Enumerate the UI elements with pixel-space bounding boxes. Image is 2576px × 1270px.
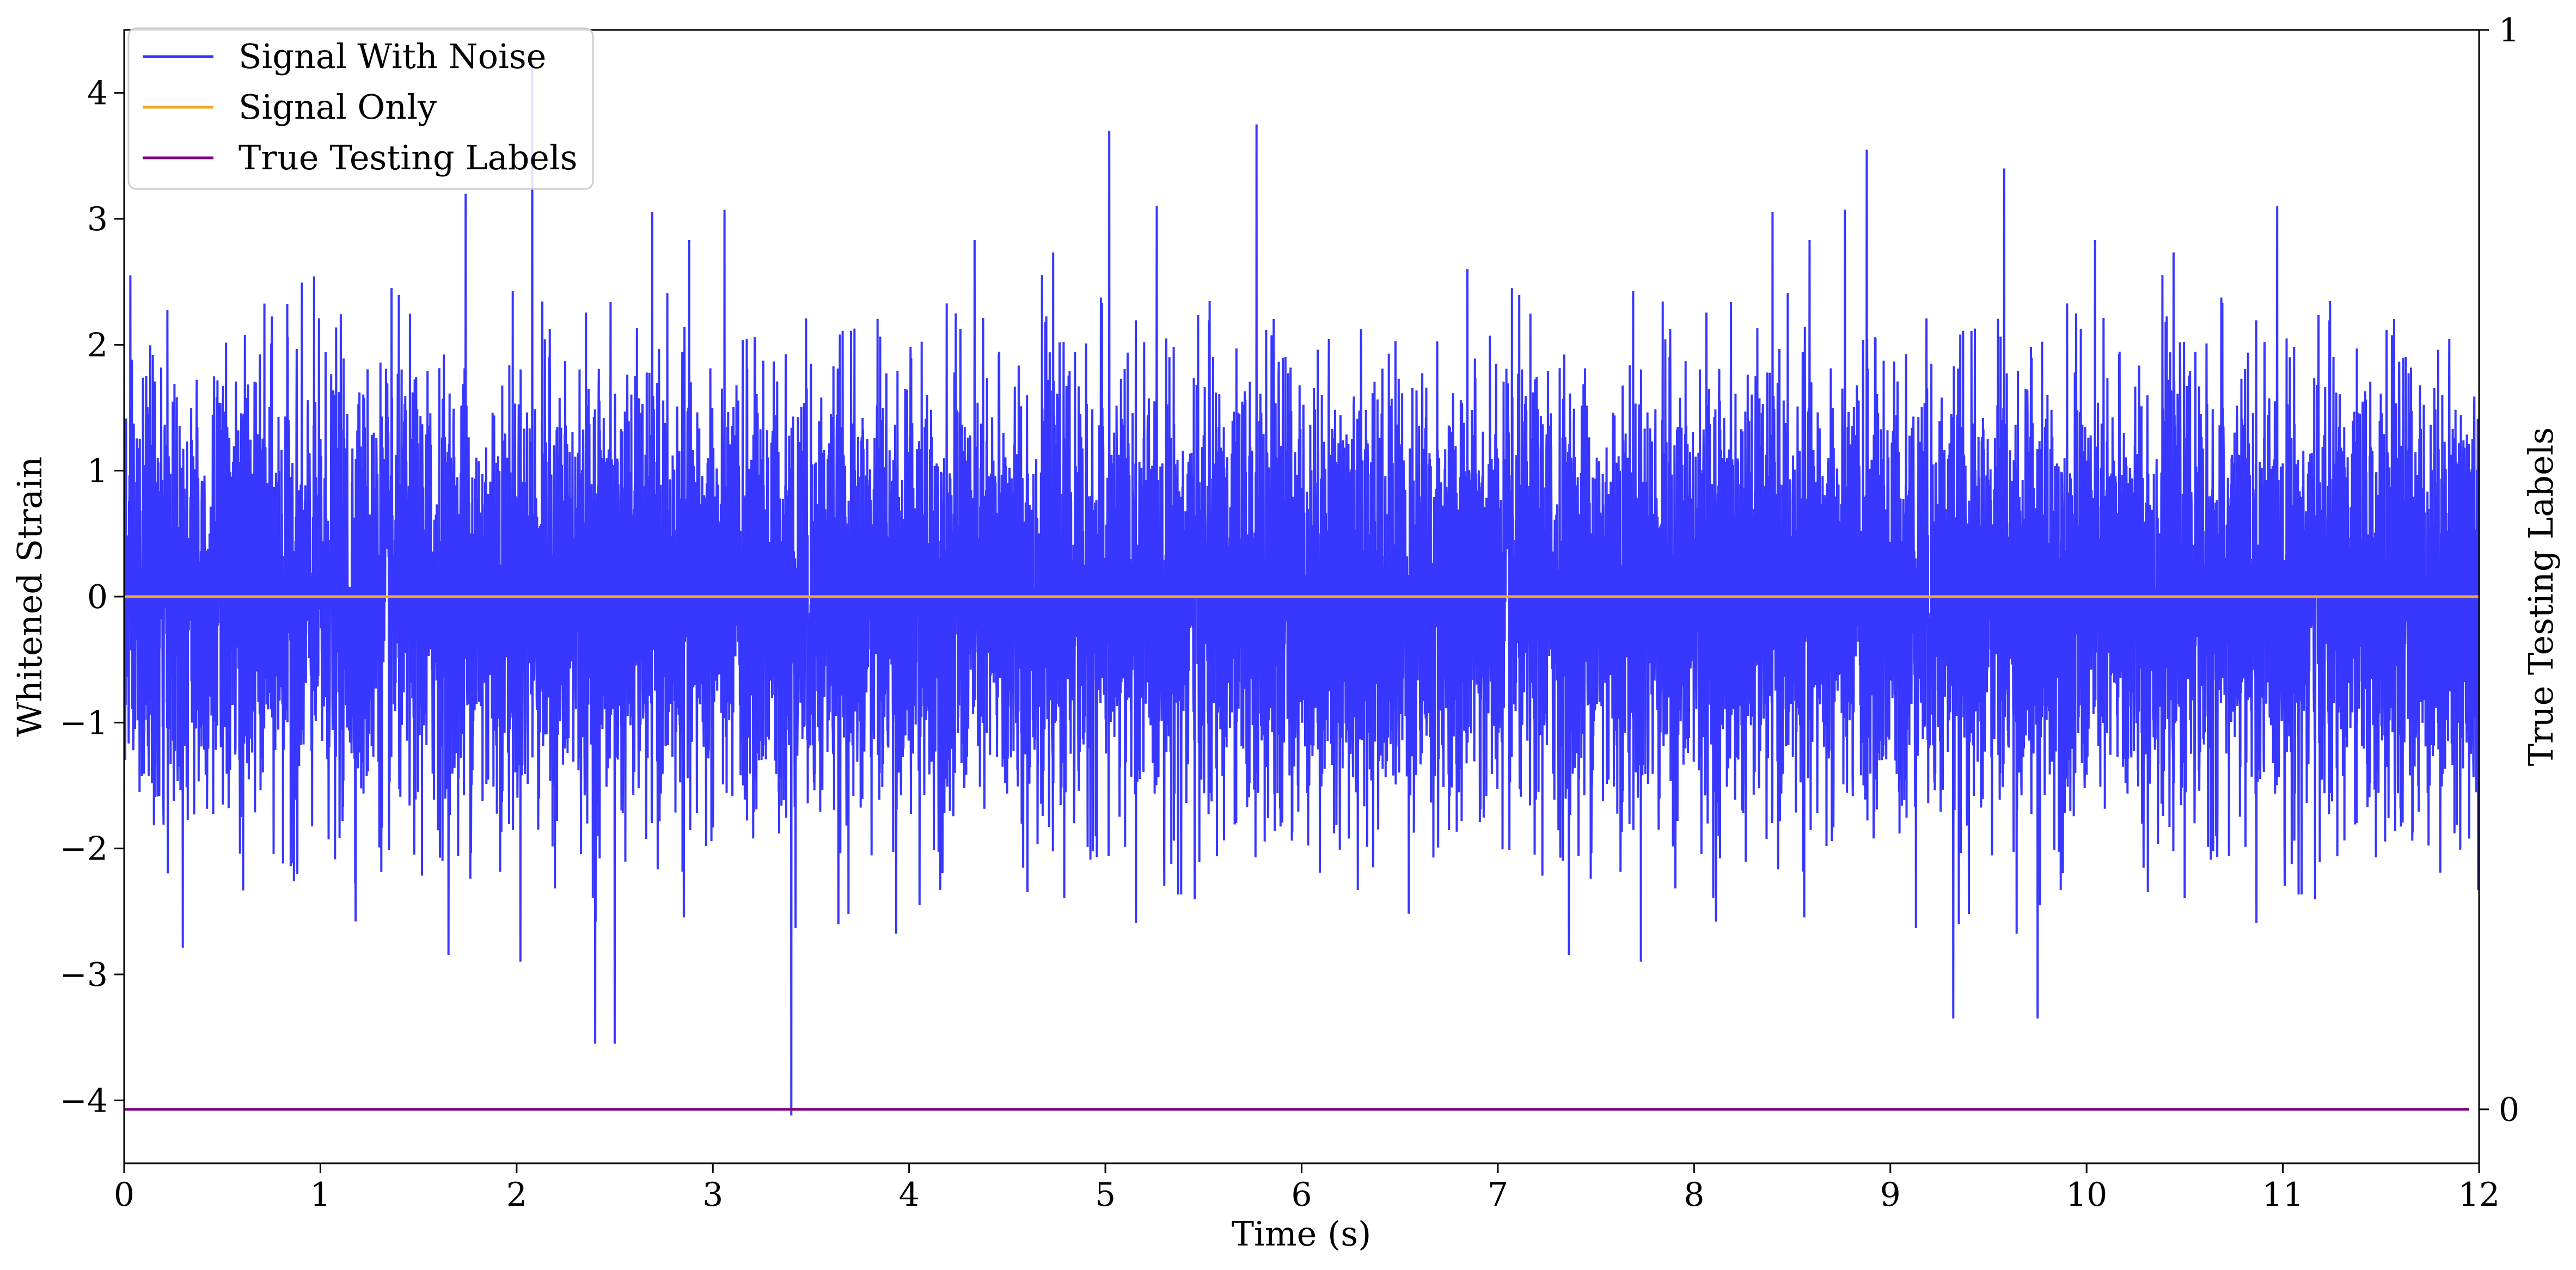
signal-with-noise-line	[124, 55, 2479, 1116]
x-tick-label: 9	[1880, 1176, 1901, 1214]
legend-box	[127, 27, 594, 190]
legend-label-signal-with-noise: Signal With Noise	[238, 36, 546, 76]
x-tick-label: 11	[2262, 1176, 2303, 1214]
legend: Signal With Noise Signal Only True Testing…	[127, 27, 594, 190]
series-signal-with-noise	[124, 55, 2479, 1116]
x-tick-label: 1	[310, 1176, 331, 1214]
y-tick-label: 2	[87, 326, 108, 364]
x-tick-label: 6	[1291, 1176, 1312, 1214]
right-y-axis-ticks: 01	[2479, 11, 2519, 1129]
legend-label-true-testing-labels: True Testing Labels	[238, 138, 578, 177]
y-tick-label: 4	[87, 75, 108, 113]
x-tick-label: 12	[2458, 1176, 2500, 1214]
y-tick-label: −3	[60, 956, 108, 994]
y-tick-label: 3	[87, 200, 108, 238]
x-tick-label: 8	[1684, 1176, 1704, 1214]
y-tick-label: 0	[87, 578, 108, 616]
legend-entries: Signal With Noise Signal Only True Testing…	[143, 36, 578, 177]
right-y-tick-label: 0	[2499, 1091, 2519, 1129]
x-tick-label: 5	[1095, 1176, 1116, 1214]
x-tick-label: 2	[506, 1176, 527, 1214]
x-tick-label: 7	[1488, 1176, 1508, 1214]
x-axis-label: Time (s)	[1232, 1214, 1372, 1254]
x-axis-ticks: 0 1 2 3 4 5 6 7 8 9 10 11 12	[114, 1163, 2500, 1214]
y-axis-ticks: −4 −3 −2 −1 0 1 2 3 4	[60, 75, 124, 1120]
y-axis-label: Whitened Strain	[10, 457, 50, 737]
x-tick-label: 10	[2066, 1176, 2107, 1214]
x-tick-label: 0	[114, 1176, 134, 1214]
legend-label-signal-only: Signal Only	[238, 87, 437, 127]
y-tick-label: −4	[60, 1082, 108, 1120]
right-y-axis-label: True Testing Labels	[2521, 427, 2561, 766]
x-tick-label: 3	[702, 1176, 723, 1214]
y-tick-label: −2	[60, 830, 108, 868]
right-y-tick-label: 1	[2499, 11, 2519, 50]
series-lines	[124, 595, 2479, 1111]
x-tick-label: 4	[899, 1176, 920, 1214]
y-tick-label: −1	[60, 704, 108, 742]
plot-area	[124, 55, 2479, 1116]
y-tick-label: 1	[87, 452, 108, 490]
